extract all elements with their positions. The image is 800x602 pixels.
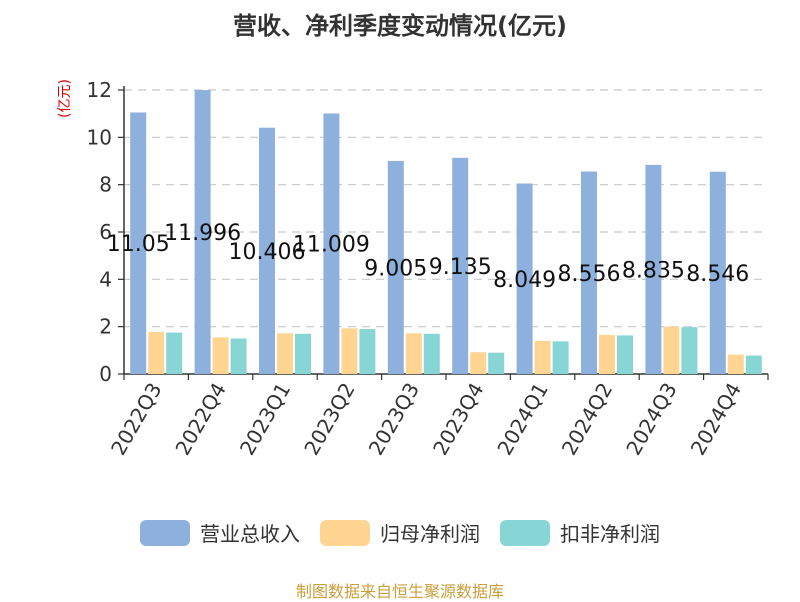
bar-2023Q1-series-0 bbox=[259, 127, 275, 374]
legend-swatch-revenue bbox=[140, 519, 190, 546]
bar-2023Q4-series-2 bbox=[488, 352, 505, 374]
bar-2024Q1-series-1 bbox=[534, 340, 551, 374]
chart-title: 营收、净利季度变动情况(亿元) bbox=[233, 12, 567, 40]
data-source-note: 制图数据来自恒生聚源数据库 bbox=[295, 582, 504, 601]
data-label-revenue: 8.049 bbox=[493, 268, 556, 293]
x-tick-label: 2022Q4 bbox=[170, 379, 230, 460]
y-tick-label: 10 bbox=[87, 125, 112, 149]
legend-label-net-profit: 归母净利润 bbox=[380, 522, 480, 546]
legend-item-revenue[interactable]: 营业总收入 bbox=[140, 518, 300, 547]
legend-label-deducted-net-profit: 扣非净利润 bbox=[560, 522, 660, 546]
y-tick-label: 0 bbox=[99, 362, 112, 386]
legend-swatch-net-profit bbox=[320, 519, 370, 546]
bar-2024Q1-series-2 bbox=[552, 341, 569, 374]
bar-2022Q3-series-0 bbox=[130, 112, 147, 374]
bar-2022Q4-series-1 bbox=[212, 337, 229, 374]
bar-2023Q1-series-2 bbox=[295, 333, 311, 374]
x-tick-label: 2024Q3 bbox=[621, 379, 681, 460]
data-label-revenue: 11.996 bbox=[164, 221, 241, 246]
x-tick-label: 2024Q1 bbox=[492, 379, 552, 460]
bar-2022Q3-series-1 bbox=[148, 331, 165, 374]
x-tick-label: 2022Q3 bbox=[106, 379, 166, 460]
bar-2024Q2-series-0 bbox=[581, 171, 597, 374]
bar-2023Q4-series-1 bbox=[470, 352, 487, 374]
bar-2023Q2-series-0 bbox=[323, 113, 340, 374]
bar-2023Q3-series-2 bbox=[423, 333, 440, 374]
bar-2024Q2-series-1 bbox=[599, 334, 615, 374]
bar-2024Q1-series-0 bbox=[516, 183, 533, 374]
data-label-revenue: 10.406 bbox=[229, 240, 306, 265]
data-label-revenue: 8.546 bbox=[686, 262, 749, 287]
y-tick-label: 12 bbox=[87, 78, 112, 102]
x-tick-label: 2023Q1 bbox=[235, 379, 295, 460]
y-tick-label: 4 bbox=[99, 267, 112, 291]
x-tick-label: 2024Q2 bbox=[557, 379, 617, 460]
data-label-revenue: 11.009 bbox=[293, 233, 370, 258]
bar-2023Q3-series-0 bbox=[387, 160, 404, 374]
bar-2023Q1-series-1 bbox=[277, 333, 293, 374]
bar-2022Q3-series-2 bbox=[166, 332, 183, 374]
legend-item-net-profit[interactable]: 归母净利润 bbox=[320, 518, 480, 547]
bar-2024Q3-series-2 bbox=[681, 327, 698, 374]
data-label-revenue: 9.005 bbox=[364, 256, 427, 281]
data-label-revenue: 11.05 bbox=[107, 232, 170, 257]
bar-2023Q2-series-1 bbox=[341, 328, 358, 374]
bar-2023Q2-series-2 bbox=[359, 329, 376, 374]
bar-2024Q4-series-0 bbox=[709, 171, 726, 374]
bar-2024Q3-series-0 bbox=[645, 164, 662, 374]
data-label-revenue: 9.135 bbox=[429, 255, 492, 280]
legend-item-deducted-net-profit[interactable]: 扣非净利润 bbox=[500, 518, 660, 547]
data-label-revenue: 8.556 bbox=[558, 262, 621, 287]
legend-swatch-deducted-net-profit bbox=[500, 519, 550, 546]
x-tick-label: 2023Q3 bbox=[364, 379, 424, 460]
bar-2024Q4-series-2 bbox=[745, 355, 762, 374]
bar-2023Q3-series-1 bbox=[405, 333, 422, 374]
y-tick-label: 2 bbox=[99, 315, 112, 339]
legend-label-revenue: 营业总收入 bbox=[200, 522, 300, 546]
x-tick-label: 2023Q4 bbox=[428, 379, 488, 460]
x-tick-label: 2024Q4 bbox=[686, 379, 746, 460]
bar-2024Q2-series-2 bbox=[617, 335, 633, 374]
bar-2023Q4-series-0 bbox=[452, 157, 469, 374]
legend: 营业总收入 归母净利润 扣非净利润 bbox=[0, 518, 800, 547]
y-tick-label: 6 bbox=[99, 220, 112, 244]
bar-2022Q4-series-0 bbox=[194, 90, 211, 374]
bar-2024Q3-series-1 bbox=[663, 326, 680, 374]
y-tick-label: 8 bbox=[99, 173, 112, 197]
x-tick-label: 2023Q2 bbox=[299, 379, 359, 460]
bar-2024Q4-series-1 bbox=[727, 354, 744, 374]
bar-2022Q4-series-2 bbox=[230, 338, 247, 374]
data-label-revenue: 8.835 bbox=[622, 258, 685, 283]
